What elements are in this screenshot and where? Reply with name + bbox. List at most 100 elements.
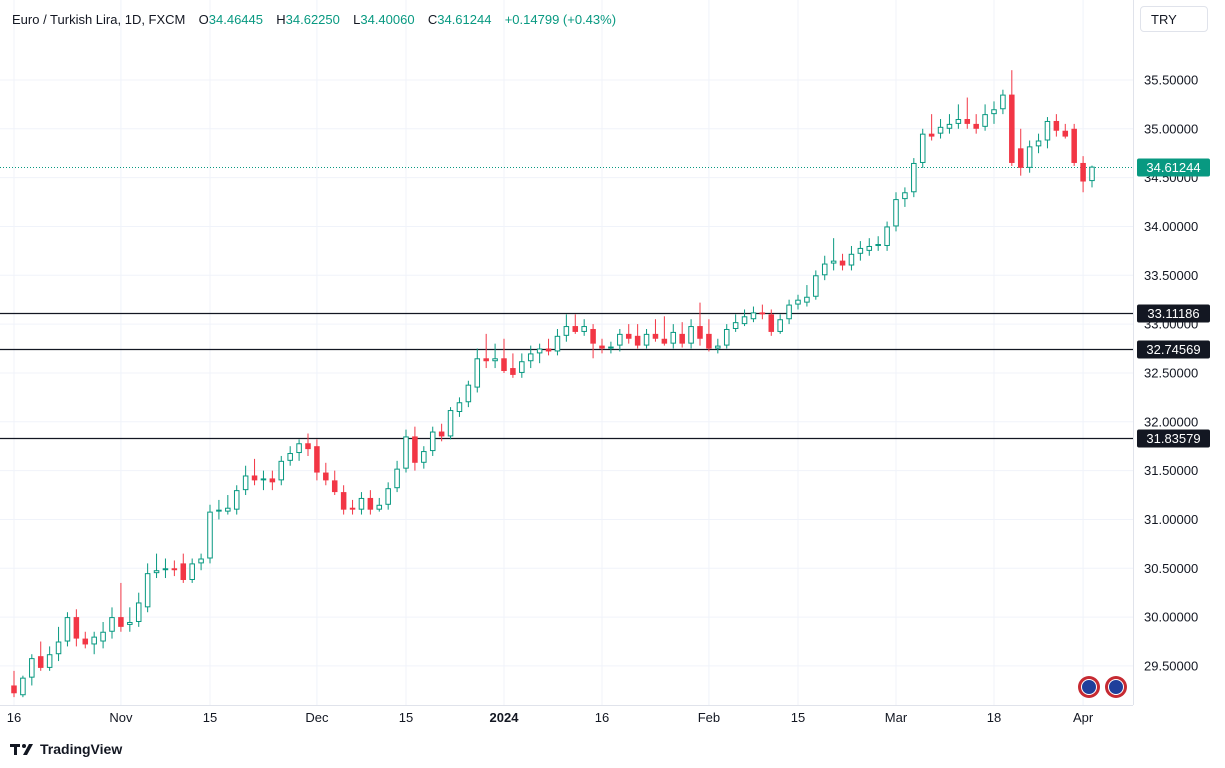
candle [982,104,988,131]
candle-body [82,638,89,645]
candle [706,319,712,352]
tradingview-logo-icon [10,744,33,755]
candle-body [599,345,605,349]
price-tick-label: 30.50000 [1144,561,1198,576]
candle-body [919,133,926,163]
candle-body [1035,140,1042,147]
candle [474,348,481,393]
price-tick-label: 30.00000 [1144,610,1198,625]
candle-body [180,563,187,580]
candle [225,495,231,515]
candle-body [233,490,240,510]
candle [554,328,561,356]
candle [242,465,249,496]
candle-body [723,328,730,346]
candle [510,353,516,378]
candle [599,338,605,354]
candle-body [1009,94,1015,163]
tradingview-logo[interactable]: TradingView [10,740,122,758]
candle-body [55,641,62,655]
candle [750,306,757,323]
candle [465,380,472,408]
candle [20,675,26,698]
candle [251,458,258,486]
high-label: H [276,12,286,27]
candle [545,338,552,356]
candle [118,582,124,632]
close-label: C [427,12,438,27]
candle-body [135,602,142,622]
candle-body [144,573,151,608]
candle [501,338,507,373]
candle-body [572,326,579,332]
candle-body [242,475,249,491]
candle [955,104,962,129]
candle [412,426,418,471]
candle [207,504,213,564]
candle [759,304,766,320]
candle [198,553,204,571]
candle [91,631,97,655]
candle-body [305,443,311,450]
candle [37,641,44,671]
candle-body [661,338,668,344]
candle [857,241,864,261]
candle [385,482,391,510]
candle [1035,133,1042,154]
candle-body [447,410,454,437]
currency-selector[interactable]: TRY [1140,6,1208,32]
candle-body [474,358,481,388]
candle-body [563,326,570,336]
candle [1026,140,1033,173]
candle-body [750,312,757,320]
price-tick-label: 33.50000 [1144,268,1198,283]
candle-body [1062,130,1069,137]
candle-body [314,446,320,473]
candle [893,192,899,232]
candle [1080,156,1086,193]
candle-body [982,114,988,127]
candle-body [46,654,53,668]
candle [928,114,935,141]
candle [911,158,917,198]
candle-body [821,263,828,276]
brand-name: TradingView [40,741,123,757]
candle-body [171,568,178,571]
candle-body [706,333,712,349]
time-axis[interactable]: 16 Nov 15 Dec 15 2024 16 Feb 15 Mar 18 Apr [7,710,1094,725]
candle-body [732,322,739,329]
candle [331,470,338,496]
candle-body [679,333,685,344]
candle [991,101,997,124]
candle [216,499,222,520]
candle [269,470,276,491]
candle [625,324,632,344]
candle-body [804,296,810,303]
candle-body [1089,166,1095,182]
eu-flag-icon[interactable] [1105,676,1127,698]
candle-body [296,443,302,454]
current-price-label: 34.61244 [1146,160,1200,175]
candle-body [536,348,543,354]
candle [447,407,454,440]
time-tick-label: 18 [987,710,1001,725]
candle [572,314,579,334]
candle [661,316,668,346]
candle-body [697,326,703,339]
candle-body [403,436,409,469]
candle [581,319,587,336]
candle-body [331,480,338,493]
candle-body [1044,120,1051,141]
candle [100,621,106,649]
candle-body [198,558,204,564]
candle [46,646,53,671]
level-price-tag [1137,429,1210,448]
candle-body [786,304,792,320]
eu-flag-icon[interactable] [1078,676,1100,698]
candle-body [795,299,801,305]
candle [608,341,614,354]
price-axis[interactable]: 29.50000 30.00000 30.50000 31.00000 31.50000… [1137,72,1210,673]
candle [519,353,525,378]
candle-body [955,119,962,124]
